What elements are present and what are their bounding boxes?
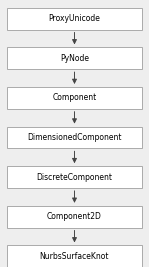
FancyBboxPatch shape <box>7 245 142 267</box>
FancyBboxPatch shape <box>7 47 142 69</box>
Text: Component2D: Component2D <box>47 212 102 221</box>
Text: PyNode: PyNode <box>60 54 89 63</box>
FancyBboxPatch shape <box>7 8 142 30</box>
Text: DimensionedComponent: DimensionedComponent <box>27 133 122 142</box>
FancyBboxPatch shape <box>7 166 142 188</box>
Text: Component: Component <box>52 93 97 103</box>
FancyBboxPatch shape <box>7 87 142 109</box>
FancyBboxPatch shape <box>7 127 142 148</box>
FancyBboxPatch shape <box>7 206 142 228</box>
Text: ProxyUnicode: ProxyUnicode <box>49 14 100 23</box>
Text: NurbsSurfaceKnot: NurbsSurfaceKnot <box>40 252 109 261</box>
Text: DiscreteComponent: DiscreteComponent <box>37 172 112 182</box>
